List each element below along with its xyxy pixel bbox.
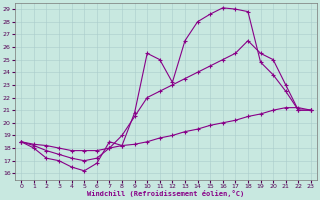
X-axis label: Windchill (Refroidissement éolien,°C): Windchill (Refroidissement éolien,°C) (87, 190, 245, 197)
